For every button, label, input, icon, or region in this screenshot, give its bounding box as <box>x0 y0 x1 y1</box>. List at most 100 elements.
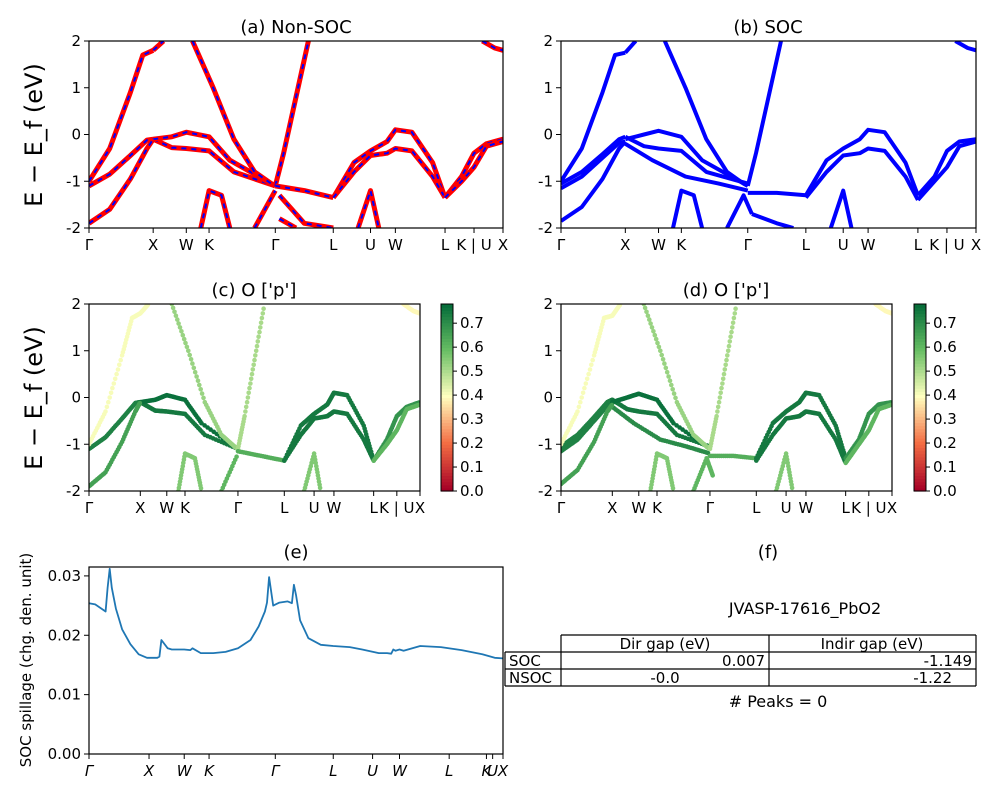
panel-a-ytick-label: -1 <box>66 172 81 190</box>
panel-b-ytick-label: 2 <box>543 32 553 50</box>
projected-point <box>575 409 580 414</box>
projected-point <box>730 320 736 326</box>
projected-point <box>176 321 181 326</box>
band-line-soc-17 <box>278 217 297 228</box>
projected-point <box>642 305 648 311</box>
projected-point <box>254 343 260 349</box>
ylabel-top: E − E_f (eV) <box>20 63 48 207</box>
band-line-soc-17 <box>828 188 854 228</box>
nsoc-indir-gap: -1.22 <box>913 669 952 687</box>
projected-point <box>715 404 721 410</box>
projected-point <box>199 391 205 396</box>
panel-d-xtick-label: L <box>752 499 761 517</box>
panel-d-xtick-label: Γ <box>557 499 566 517</box>
band-line-soc-16 <box>671 188 705 228</box>
panel-c-xtick-label: U <box>309 499 320 517</box>
panel-c-ytick-label: -1 <box>66 435 81 453</box>
panel-d-xtick-label: U <box>781 499 792 517</box>
projected-point <box>586 371 591 377</box>
panel-c-xtick-label: K <box>180 499 191 517</box>
projected-point <box>259 315 265 321</box>
panel-e-xtick-label: W <box>177 762 193 780</box>
panel-c-title: (c) O ['p'] <box>212 280 297 301</box>
panel-b-xtick-label: Γ <box>744 236 753 254</box>
panel-e-xtick-label: L <box>329 762 337 780</box>
band-line-soc-12 <box>804 146 920 201</box>
band-line-soc-4 <box>624 142 749 193</box>
band-line-soc-14 <box>199 189 231 228</box>
panel-a-ytick-label: -2 <box>66 219 81 237</box>
projected-point <box>652 332 658 338</box>
projected-point <box>733 306 738 312</box>
projected-point <box>730 325 735 330</box>
material-name: JVASP-17616_PbO2 <box>728 599 881 619</box>
projected-point <box>252 357 257 363</box>
panel-b-title: (b) SOC <box>733 17 802 38</box>
projected-point <box>244 399 250 405</box>
band-line-soc-8 <box>662 41 749 188</box>
panel-f-summary: JVASP-17616_PbO2 Dir gap (eV) Indir gap … <box>504 599 977 711</box>
panel-b-xtick-label: Γ <box>557 236 566 254</box>
band-line-soc-6 <box>561 50 626 183</box>
panel-a-ytick-label: 2 <box>71 32 81 50</box>
projected-point <box>720 381 725 386</box>
band-line-soc-5 <box>152 41 165 52</box>
projected-point <box>720 376 726 382</box>
band-line-nonsoc-8 <box>274 183 334 201</box>
panel-c-xtick-label: X <box>415 499 425 517</box>
projected-point <box>198 486 204 491</box>
projected-point <box>417 310 420 316</box>
panel-c-xtick-label: X <box>135 499 145 517</box>
column-header-indir-gap: Indir gap (eV) <box>821 635 924 653</box>
panel-d-xtick-label: X <box>887 499 897 517</box>
projected-point <box>647 317 652 322</box>
projected-point <box>728 334 733 340</box>
panel-d-xtick-label: W <box>799 499 814 517</box>
projected-point <box>653 336 659 342</box>
panel-e-frame <box>88 566 504 755</box>
projected-point <box>717 395 723 400</box>
projected-point <box>194 374 199 379</box>
panel-e-xtick-label: Γ <box>271 762 281 780</box>
projected-point <box>179 329 184 334</box>
panel-e-xtick-label: W <box>392 762 408 780</box>
projected-point <box>583 381 589 386</box>
panel-e-xtick-label: U <box>487 762 498 780</box>
projected-point <box>789 485 795 491</box>
gap-table <box>504 634 977 687</box>
projected-point <box>889 310 892 316</box>
colorbar-tick-label: 0.1 <box>933 458 957 476</box>
projected-point <box>187 352 192 358</box>
projected-point <box>184 344 190 350</box>
panel-d-xtick-label: L <box>841 499 850 517</box>
projected-point <box>666 374 671 379</box>
projected-point <box>669 382 674 388</box>
panel-b-xtick-label: X <box>971 236 981 254</box>
colorbar-tick-label: 0.6 <box>460 338 484 356</box>
band-line-soc-15 <box>357 186 380 228</box>
projected-point <box>106 399 111 405</box>
panel-c-ytick-label: 0 <box>71 389 81 407</box>
band-line-soc-5 <box>561 140 627 223</box>
projected-point <box>664 369 670 375</box>
projected-point <box>725 353 730 358</box>
projected-point <box>137 400 143 406</box>
band-line-soc-11 <box>804 127 920 197</box>
projected-point <box>197 382 202 388</box>
projected-point <box>723 362 728 368</box>
projected-point <box>170 305 176 311</box>
colorbar-tick-label: 0.1 <box>460 458 484 476</box>
projected-point <box>670 486 676 491</box>
panel-d-xtick-label: Γ <box>706 499 715 517</box>
colorbar-tick-label: 0.4 <box>933 386 957 404</box>
nsoc-dir-gap: -0.0 <box>650 669 679 687</box>
band-line-soc-0 <box>561 134 627 186</box>
band-line-soc-1 <box>561 139 626 191</box>
projected-point <box>579 395 584 400</box>
projected-point <box>718 390 723 396</box>
projected-point <box>671 391 677 396</box>
colorbar-tick-label: 0.2 <box>933 434 957 452</box>
projected-point <box>667 378 673 384</box>
panel-a-ytick-label: 1 <box>71 79 81 97</box>
